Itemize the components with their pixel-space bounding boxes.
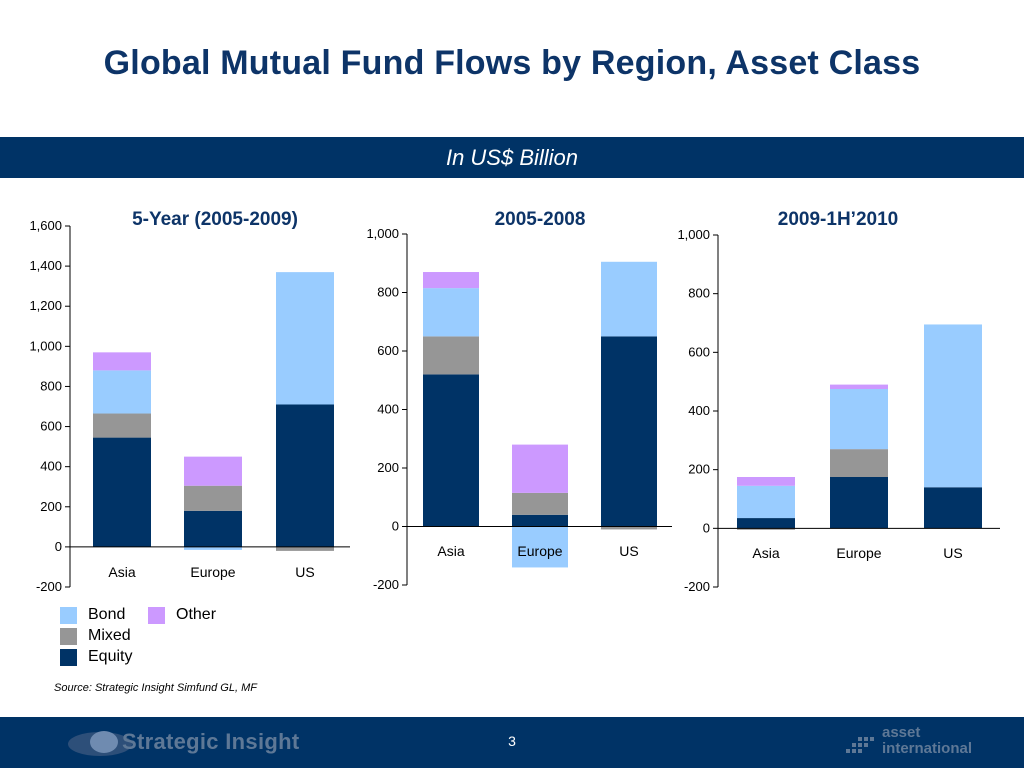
bar-bond-us: [924, 324, 982, 488]
bar-bond-us: [276, 272, 334, 405]
x-category-label: US: [943, 545, 962, 561]
y-tick-label: 1,000: [677, 227, 710, 242]
page-title: Global Mutual Fund Flows by Region, Asse…: [103, 44, 921, 82]
legend-swatch-other: [148, 607, 165, 624]
bar-mixed-asia: [93, 413, 151, 438]
bar-mixed-us: [276, 546, 334, 551]
bar-mixed-us: [601, 526, 657, 530]
x-category-label: US: [619, 543, 638, 559]
asset-international-logo-text: asset international: [882, 725, 972, 757]
bar-equity-asia: [737, 518, 795, 529]
bar-bond-asia: [93, 370, 151, 414]
legend-label-mixed: Mixed: [88, 627, 131, 644]
bar-other-europe: [830, 384, 888, 389]
y-tick-label: 0: [55, 539, 62, 554]
y-tick-label: 0: [392, 519, 399, 534]
y-tick-label: 400: [377, 402, 399, 417]
chart-title: 2005-2008: [495, 209, 586, 230]
y-tick-label: 600: [688, 344, 710, 359]
legend-swatch-bond: [60, 607, 77, 624]
y-tick-label: 1,600: [29, 218, 62, 233]
bar-other-asia: [93, 352, 151, 371]
y-tick-label: 1,000: [366, 226, 399, 241]
source-note: Source: Strategic Insight Simfund GL, MF: [54, 682, 257, 694]
legend-swatch-equity: [60, 649, 77, 666]
legend-label-equity: Equity: [88, 648, 133, 665]
legend-label-other: Other: [176, 606, 217, 623]
bar-mixed-asia: [423, 336, 479, 375]
x-category-label: Europe: [190, 564, 235, 580]
bar-other-asia: [737, 477, 795, 486]
bar-equity-asia: [93, 437, 151, 547]
bar-bond-europe: [512, 526, 568, 568]
bar-equity-us: [601, 336, 657, 527]
y-tick-label: 400: [688, 403, 710, 418]
asset-international-logo-line1: asset: [882, 724, 921, 741]
y-tick-label: 600: [40, 419, 62, 434]
bar-equity-europe: [512, 514, 568, 527]
legend-swatch-mixed: [60, 628, 77, 645]
footer-bar: Strategic Insight asset international 3: [0, 717, 1024, 768]
y-tick-label: 1,000: [29, 338, 62, 353]
y-tick-label: -200: [36, 579, 62, 594]
bar-bond-europe: [184, 546, 242, 550]
bar-equity-europe: [830, 477, 888, 529]
x-category-label: Asia: [437, 543, 464, 559]
asset-international-logo-line2: international: [882, 740, 973, 757]
bar-equity-us: [924, 487, 982, 529]
y-tick-label: 800: [40, 378, 62, 393]
x-category-label: Asia: [752, 545, 779, 561]
y-tick-label: 0: [703, 520, 710, 535]
bar-other-europe: [184, 456, 242, 486]
bar-equity-us: [276, 404, 334, 547]
strategic-insight-logo: [68, 731, 132, 756]
y-tick-label: 200: [688, 462, 710, 477]
bar-mixed-asia: [737, 528, 795, 530]
strategic-insight-logo-text: Strategic Insight: [122, 729, 300, 754]
y-tick-label: -200: [684, 579, 710, 594]
bar-bond-asia: [737, 485, 795, 519]
units-banner-text: In US$ Billion: [445, 145, 579, 170]
asset-international-mark-icon: [846, 737, 874, 753]
asset-international-logo: asset international: [842, 725, 1002, 761]
bar-bond-us: [601, 261, 657, 337]
legend-label-bond: Bond: [88, 606, 126, 623]
bar-other-europe: [512, 444, 568, 493]
x-category-label: Europe: [517, 543, 562, 559]
units-banner: In US$ Billion: [0, 137, 1024, 178]
x-category-label: Europe: [836, 545, 881, 561]
bar-equity-asia: [423, 374, 479, 527]
bar-equity-europe: [184, 510, 242, 547]
y-tick-label: 800: [688, 286, 710, 301]
chart-title: 5-Year (2005-2009): [132, 209, 298, 230]
bar-mixed-europe: [830, 449, 888, 477]
y-tick-label: 800: [377, 285, 399, 300]
bar-mixed-europe: [512, 492, 568, 515]
y-tick-label: 200: [377, 460, 399, 475]
x-category-label: Asia: [108, 564, 135, 580]
x-category-label: US: [295, 564, 314, 580]
bar-other-asia: [423, 272, 479, 289]
bar-bond-asia: [423, 288, 479, 337]
bar-bond-europe: [830, 389, 888, 450]
y-tick-label: 1,200: [29, 298, 62, 313]
y-tick-label: -200: [373, 577, 399, 592]
y-tick-label: 200: [40, 499, 62, 514]
y-tick-label: 1,400: [29, 258, 62, 273]
chart-title: 2009-1H’2010: [778, 209, 898, 230]
page-number: 3: [508, 733, 516, 749]
y-tick-label: 600: [377, 343, 399, 358]
y-tick-label: 400: [40, 459, 62, 474]
bar-mixed-europe: [184, 485, 242, 511]
